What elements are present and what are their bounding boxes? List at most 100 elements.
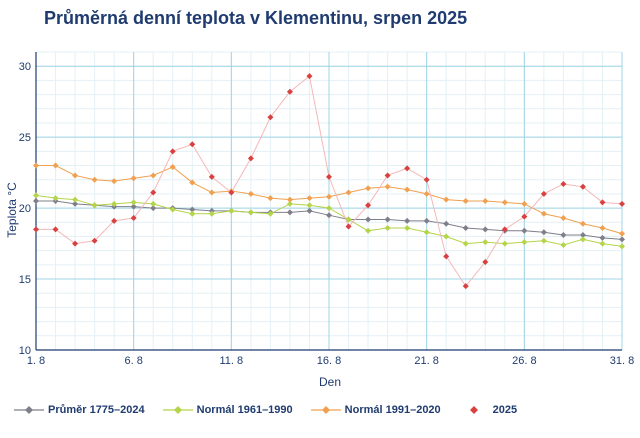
legend-label: 2025: [492, 404, 518, 416]
data-point: [404, 165, 411, 172]
x-tick-label: 1. 8: [27, 355, 45, 367]
data-point: [443, 253, 450, 260]
y-tick-label: 15: [19, 274, 31, 286]
data-point: [91, 202, 98, 209]
data-point: [462, 224, 469, 231]
data-point: [111, 178, 118, 185]
y-tick-label: 30: [19, 61, 31, 73]
data-point: [443, 233, 450, 240]
data-point: [599, 199, 606, 206]
x-tick-label: 11. 8: [220, 355, 244, 367]
data-point: [384, 216, 391, 223]
data-point: [404, 224, 411, 231]
data-point: [72, 240, 79, 247]
data-point: [560, 241, 567, 248]
data-point: [482, 239, 489, 246]
data-point: [462, 198, 469, 204]
data-point: [33, 226, 39, 233]
x-tick-label: 31. 8: [610, 355, 634, 367]
legend-item-normal-1991[interactable]: Normál 1991–2020: [310, 404, 441, 416]
data-point: [619, 230, 625, 237]
data-point: [306, 73, 313, 80]
x-tick-label: 21. 8: [414, 355, 438, 367]
line-chart: 10 15 20 25 30 1. 8 6. 8 11. 8 16. 8 21. 8 26. 8 31…: [5, 51, 634, 389]
legend: Průměr 1775–2024 Normál 1961–1990 Normál…: [14, 404, 535, 416]
data-point: [72, 172, 79, 179]
data-point: [33, 198, 39, 204]
data-point: [326, 205, 332, 212]
legend-symbol: [469, 406, 478, 414]
data-point: [189, 210, 196, 217]
data-point: [33, 162, 39, 169]
data-point: [286, 209, 293, 216]
data-point: [267, 195, 274, 202]
data-point: [326, 212, 332, 219]
data-point: [423, 190, 430, 197]
data-point: [189, 206, 196, 213]
legend-item-prumer[interactable]: Průměr 1775–2024: [14, 404, 145, 416]
data-point: [599, 240, 606, 247]
data-point: [619, 243, 625, 250]
data-point: [619, 200, 625, 207]
data-point: [521, 213, 528, 220]
data-point: [189, 141, 196, 148]
data-point: [521, 227, 528, 234]
y-axis-label: Teplota °C: [5, 182, 19, 238]
data-point: [247, 190, 254, 197]
y-tick-label: 25: [19, 132, 31, 144]
data-point: [404, 186, 411, 193]
data-point: [560, 215, 567, 222]
y-tick-label: 10: [19, 345, 31, 357]
grid-lines: [35, 51, 623, 351]
data-point: [599, 234, 606, 241]
data-point: [482, 259, 489, 266]
data-point: [150, 189, 157, 196]
data-point: [33, 192, 39, 199]
x-tick-label: 6. 8: [124, 355, 142, 367]
data-point: [208, 189, 215, 196]
data-point: [150, 200, 157, 207]
data-point: [560, 232, 567, 239]
data-point: [247, 209, 254, 216]
data-point: [169, 163, 176, 170]
data-point: [247, 155, 254, 162]
data-point: [169, 206, 176, 213]
data-point: [267, 114, 274, 121]
data-point: [365, 216, 372, 223]
data-point: [579, 220, 586, 227]
data-point: [443, 220, 450, 227]
data-point: [306, 207, 313, 214]
data-point: [130, 203, 137, 210]
data-point: [286, 196, 293, 203]
legend-item-normal-1961[interactable]: Normál 1961–1990: [162, 404, 293, 416]
chart-title: Průměrná denní teplota v Klementinu, srp…: [44, 8, 468, 28]
data-point: [423, 217, 430, 224]
x-axis-label: Den: [319, 375, 341, 389]
data-point: [365, 202, 372, 209]
data-point: [521, 200, 528, 207]
data-point: [72, 196, 79, 203]
data-point: [169, 148, 176, 155]
y-tick-label: 20: [19, 203, 31, 215]
data-point: [345, 223, 352, 230]
data-point: [384, 172, 391, 179]
data-point: [208, 173, 215, 180]
data-point: [365, 227, 372, 234]
legend-symbol: [162, 406, 193, 414]
x-tick-label: 26. 8: [512, 355, 536, 367]
data-point: [482, 198, 489, 204]
data-point: [326, 173, 332, 180]
data-point: [501, 199, 508, 206]
legend-label: Normál 1961–1990: [196, 404, 293, 416]
data-point: [599, 224, 606, 231]
data-point: [189, 179, 196, 186]
data-point: [521, 239, 528, 246]
data-point: [130, 215, 137, 222]
legend-item-2025[interactable]: 2025: [459, 404, 517, 416]
series-group: [33, 73, 625, 290]
data-point: [579, 183, 586, 190]
data-point: [384, 224, 391, 231]
data-point: [423, 229, 430, 236]
data-point: [111, 217, 118, 224]
data-point: [72, 200, 79, 207]
